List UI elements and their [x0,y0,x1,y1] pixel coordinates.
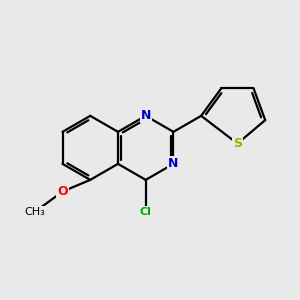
Text: Cl: Cl [140,207,152,217]
Text: CH₃: CH₃ [24,207,45,217]
Text: N: N [140,109,151,122]
Text: S: S [233,137,242,150]
Text: N: N [168,158,178,170]
Text: O: O [57,185,68,198]
